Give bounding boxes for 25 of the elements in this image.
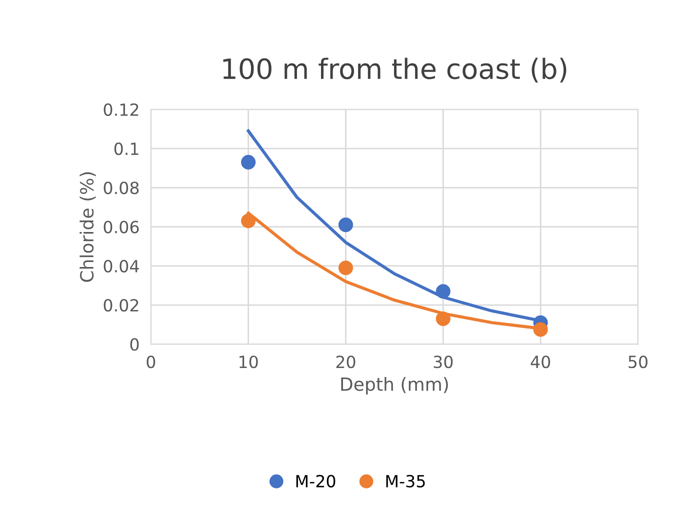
y-axis-title: Chloride (%) xyxy=(80,172,96,282)
point xyxy=(436,284,450,299)
point xyxy=(338,260,354,276)
y-tick-label: 0.06 xyxy=(104,220,139,234)
y-tick-label: 0.02 xyxy=(104,299,138,312)
point xyxy=(241,214,256,228)
x-tick-label: 40 xyxy=(530,356,550,368)
chart-title: 100 m from the coast (b) xyxy=(223,58,566,82)
y-tick-label: 0 xyxy=(130,338,139,351)
x-tick-label: 10 xyxy=(240,356,258,368)
point xyxy=(436,311,450,326)
point xyxy=(241,154,256,170)
x-axis-title: Depth (mm) xyxy=(341,376,448,394)
point xyxy=(338,218,354,232)
x-tick-label: 20 xyxy=(336,356,356,368)
x-tick-label: 0 xyxy=(146,356,156,368)
x-tick-label: 30 xyxy=(434,356,453,368)
y-tick-label: 0.04 xyxy=(104,260,139,272)
legend-label: M-20 xyxy=(296,474,336,488)
x-tick-label: 50 xyxy=(628,356,648,368)
y-tick-label: 0.12 xyxy=(104,103,138,116)
point xyxy=(533,322,548,337)
legend-label: M-35 xyxy=(386,474,425,488)
y-tick-label: 0.1 xyxy=(114,142,138,156)
y-tick-label: 0.08 xyxy=(104,182,139,194)
